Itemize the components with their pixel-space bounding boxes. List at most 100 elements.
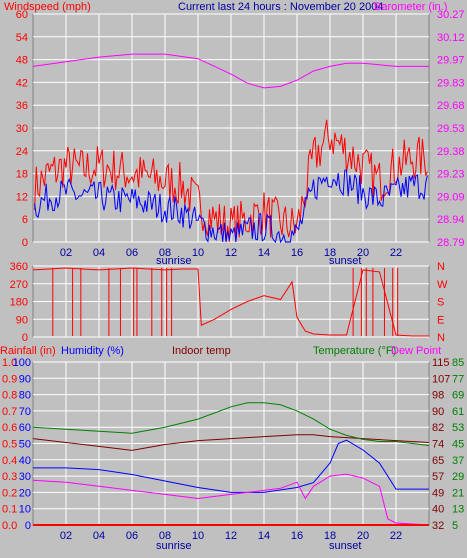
rainfall-tick: 0.2 (2, 487, 17, 499)
humidity-tick: 10 (19, 504, 31, 516)
temperature-series (32, 402, 430, 526)
temperature-tick: 85 (452, 357, 464, 369)
indoor-temp-tick: 90 (432, 406, 444, 418)
temperature-axis-label: Temperature (°F) (313, 345, 396, 357)
humidity-tick: 90 (19, 373, 31, 385)
indoor-temp-tick-labels: 115 107 98 90 82 74 65 57 49 40 32 (432, 357, 450, 532)
hour-tick-label: 14 (258, 530, 270, 542)
humidity-tick: 50 (19, 439, 31, 451)
barometer-line (32, 53, 429, 89)
hour-tick-label: 18 (324, 530, 336, 542)
wind-direction-line (32, 267, 429, 337)
hour-tick-label: 22 (390, 247, 402, 259)
humidity-tick: 40 (19, 455, 31, 467)
humidity-axis-label: Humidity (%) (61, 345, 124, 357)
barometer-tick: 28.94 (437, 214, 465, 226)
sunset-label: sunset (329, 255, 361, 267)
hour-tick-label: 08 (159, 247, 171, 259)
rainfall-tick: 0.1 (2, 504, 17, 516)
hour-tick-label: 16 (291, 530, 303, 542)
hour-tick-label: 04 (93, 530, 105, 542)
humidity-tick: 70 (19, 406, 31, 418)
windspeed-tick: 60 (16, 9, 28, 21)
hour-tick-label: 12 (225, 530, 237, 542)
hour-tick-label: 18 (324, 247, 336, 259)
temperature-tick: 77 (452, 373, 464, 385)
temperature-tick: 53 (452, 422, 464, 434)
barometer-tick-labels: 30.27 30.12 29.97 29.83 29.68 29.53 29.38 29.23… (437, 9, 465, 249)
barometer-tick: 29.53 (437, 123, 465, 135)
hour-tick-label: 06 (126, 530, 138, 542)
chart-title: Current last 24 hours : November 20 2004 (178, 1, 383, 13)
hour-tick-label: 22 (390, 530, 402, 542)
barometer-tick: 30.12 (437, 32, 465, 44)
temperature-tick: 61 (452, 406, 464, 418)
rainfall-tick: 0.5 (2, 439, 17, 451)
direction-compass-tick: S (437, 297, 444, 309)
rainfall-tick: 0.9 (2, 373, 17, 385)
rainfall-tick: 0.0 (2, 520, 17, 532)
rainfall-axis-label: Rainfall (in) (0, 345, 56, 357)
direction-degree-tick: 360 (10, 261, 28, 273)
temperature-humidity-chart: Rainfall (in) Humidity (%) Indoor temp T… (0, 345, 464, 552)
barometer-tick: 29.23 (437, 169, 465, 181)
temperature-tick-labels: 85 77 69 61 53 45 37 29 21 13 5 (452, 357, 464, 532)
temperature-hour-tick-labels: 02 04 06 08 10 12 14 16 18 20 22 (60, 530, 402, 542)
direction-compass-tick: N (437, 261, 445, 273)
windspeed-tick: 30 (16, 123, 28, 135)
rainfall-tick: 0.4 (2, 455, 17, 467)
temperature-tick: 13 (452, 504, 464, 516)
humidity-tick: 100 (13, 357, 31, 369)
temperature-tick: 69 (452, 390, 464, 402)
indoor-temp-tick: 98 (432, 390, 444, 402)
hour-tick-label: 20 (357, 530, 369, 542)
hour-tick-label: 12 (225, 247, 237, 259)
indoor-temp-tick: 65 (432, 455, 444, 467)
indoor-temp-tick: 74 (432, 439, 444, 451)
windspeed-tick: 48 (16, 55, 28, 67)
direction-degree-tick: 90 (16, 314, 28, 326)
direction-degree-labels: 360 270 180 90 0 (10, 261, 28, 344)
direction-grid (33, 265, 429, 338)
temperature-tick: 21 (452, 487, 464, 499)
direction-degree-tick: 270 (10, 279, 28, 291)
hour-tick-label: 02 (60, 530, 72, 542)
windspeed-tick: 12 (16, 191, 28, 203)
direction-compass-tick: N (437, 332, 445, 344)
hour-tick-label: 16 (291, 247, 303, 259)
barometer-axis-label: Barometer (in.) (374, 1, 447, 13)
wind-series (32, 53, 429, 244)
sunset-label-bottom: sunset (329, 540, 361, 552)
sunrise-label-bottom: sunrise (156, 540, 191, 552)
rainfall-tick: 0.7 (2, 406, 17, 418)
sunrise-label: sunrise (156, 255, 191, 267)
barometer-tick: 29.83 (437, 77, 465, 89)
temperature-line (32, 402, 430, 446)
windspeed-tick: 24 (16, 146, 28, 158)
humidity-tick: 80 (19, 390, 31, 402)
humidity-tick: 20 (19, 487, 31, 499)
humidity-tick: 0 (25, 520, 31, 532)
hour-tick-label: 02 (60, 247, 72, 259)
rainfall-tick: 1.0 (2, 357, 17, 369)
barometer-tick: 29.38 (437, 146, 465, 158)
humidity-tick: 30 (19, 471, 31, 483)
hour-tick-label: 20 (357, 247, 369, 259)
temperature-tick: 5 (452, 520, 458, 532)
windspeed-tick: 0 (22, 237, 28, 249)
dewpoint-axis-label: Dew Point (391, 345, 441, 357)
indoor-temp-tick: 49 (432, 487, 444, 499)
barometer-tick: 29.68 (437, 100, 465, 112)
rainfall-tick: 0.6 (2, 422, 17, 434)
temperature-tick: 37 (452, 455, 464, 467)
hour-tick-label: 10 (192, 247, 204, 259)
direction-compass-tick: W (437, 279, 448, 291)
barometer-tick: 30.27 (437, 9, 465, 21)
avg-windspeed-line (34, 169, 428, 244)
indoor-temp-tick: 32 (432, 520, 444, 532)
windspeed-tick: 54 (16, 32, 28, 44)
